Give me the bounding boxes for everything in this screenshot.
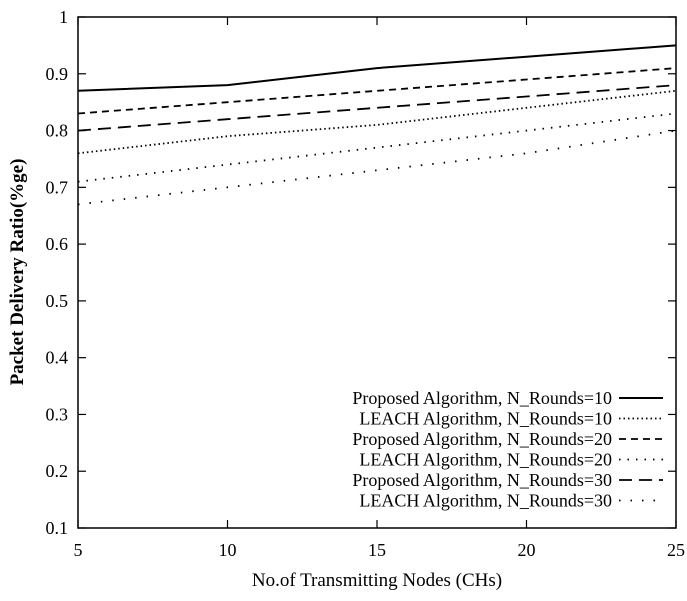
y-tick-label: 1 [59, 7, 68, 27]
x-axis: 5 10 15 20 25 [74, 17, 685, 560]
x-axis-label: No.of Transmitting Nodes (CHs) [252, 570, 502, 591]
legend-label-5: Proposed Algorithm, N_Rounds=30 [352, 470, 612, 490]
legend-label-4: LEACH Algorithm, N_Rounds=20 [359, 450, 612, 470]
legend-label-1: Proposed Algorithm, N_Rounds=10 [352, 388, 612, 408]
series-line-5 [77, 84, 677, 132]
series-line-3 [77, 67, 677, 115]
legend-label-3: Proposed Algorithm, N_Rounds=20 [352, 429, 612, 449]
y-tick-label: 0.4 [46, 348, 69, 368]
x-tick-label: 15 [368, 540, 386, 560]
x-tick-label: 25 [667, 540, 685, 560]
series-line-6 [77, 129, 677, 206]
x-tick-label: 5 [74, 540, 83, 560]
y-tick-label: 0.3 [46, 404, 69, 424]
series-group [77, 44, 677, 206]
y-axis-label: Packet Delivery Ratio(%ge) [7, 159, 28, 386]
legend-label-6: LEACH Algorithm, N_Rounds=30 [359, 491, 612, 511]
y-tick-label: 0.9 [46, 64, 69, 84]
y-tick-label: 0.8 [46, 121, 69, 141]
y-axis: 0.1 0.2 0.3 0.4 0.5 0.6 0.7 0.8 0.9 1 [46, 7, 676, 538]
legend-label-2: LEACH Algorithm, N_Rounds=10 [359, 409, 612, 429]
y-tick-label: 0.6 [46, 234, 69, 254]
y-tick-label: 0.2 [46, 461, 69, 481]
series-line-4 [77, 112, 677, 183]
y-tick-label: 0.1 [46, 518, 69, 538]
y-tick-label: 0.5 [46, 291, 69, 311]
series-line-2 [77, 89, 677, 155]
x-tick-label: 10 [219, 540, 237, 560]
y-tick-label: 0.7 [46, 177, 69, 197]
series-line-1 [77, 44, 677, 92]
x-tick-label: 20 [518, 540, 536, 560]
